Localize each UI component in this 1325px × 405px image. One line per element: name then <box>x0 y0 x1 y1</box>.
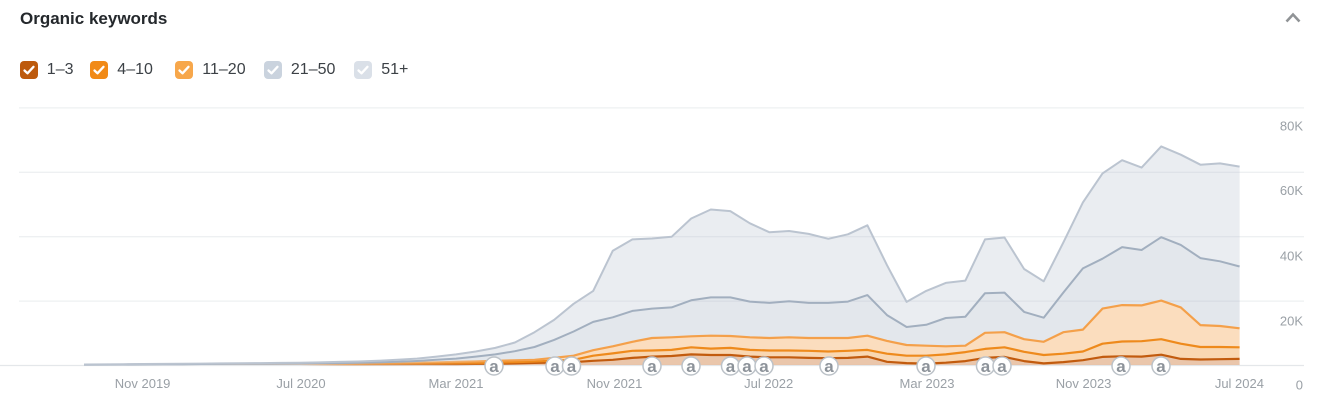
svg-text:a: a <box>824 357 834 376</box>
svg-text:a: a <box>686 357 696 376</box>
svg-text:Jul 2022: Jul 2022 <box>744 376 793 391</box>
svg-text:a: a <box>726 357 736 376</box>
svg-text:Jul 2024: Jul 2024 <box>1215 376 1264 391</box>
svg-text:Nov 2019: Nov 2019 <box>115 376 171 391</box>
svg-text:a: a <box>567 357 577 376</box>
svg-text:Mar 2021: Mar 2021 <box>429 376 484 391</box>
svg-text:a: a <box>489 357 499 376</box>
svg-text:80K: 80K <box>1280 119 1303 134</box>
svg-text:a: a <box>759 357 769 376</box>
svg-text:a: a <box>921 357 931 376</box>
svg-text:a: a <box>981 357 991 376</box>
svg-text:60K: 60K <box>1280 183 1303 198</box>
svg-text:Mar 2023: Mar 2023 <box>900 376 955 391</box>
svg-text:a: a <box>550 357 560 376</box>
svg-text:40K: 40K <box>1280 249 1303 264</box>
svg-text:a: a <box>1116 357 1126 376</box>
svg-text:20K: 20K <box>1280 314 1303 329</box>
svg-text:Nov 2023: Nov 2023 <box>1056 376 1112 391</box>
svg-text:a: a <box>997 357 1007 376</box>
svg-text:a: a <box>742 357 752 376</box>
svg-text:a: a <box>1156 357 1166 376</box>
svg-text:Nov 2021: Nov 2021 <box>587 376 643 391</box>
svg-text:a: a <box>647 357 657 376</box>
svg-text:0: 0 <box>1296 378 1303 393</box>
svg-text:Jul 2020: Jul 2020 <box>276 376 325 391</box>
